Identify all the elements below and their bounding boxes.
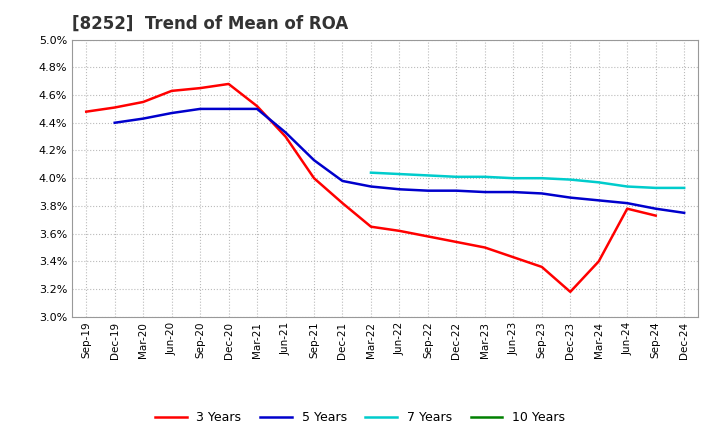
5 Years [566,195,575,200]
5 Years [623,201,631,206]
3 Years [395,228,404,234]
Legend: 3 Years, 5 Years, 7 Years, 10 Years: 3 Years, 5 Years, 7 Years, 10 Years [150,407,570,429]
3 Years [366,224,375,229]
5 Years [680,210,688,216]
7 Years [623,184,631,189]
7 Years [480,174,489,180]
3 Years [82,109,91,114]
3 Years [282,134,290,139]
Line: 3 Years: 3 Years [86,84,656,292]
3 Years [452,239,461,245]
5 Years [167,110,176,116]
3 Years [566,289,575,294]
Line: 7 Years: 7 Years [371,172,684,188]
5 Years [310,158,318,163]
Line: 5 Years: 5 Years [114,109,684,213]
5 Years [338,178,347,183]
5 Years [282,130,290,135]
3 Years [110,105,119,110]
5 Years [537,191,546,196]
5 Years [595,198,603,203]
5 Years [366,184,375,189]
5 Years [509,189,518,194]
5 Years [139,116,148,121]
7 Years [680,185,688,191]
3 Years [225,81,233,87]
5 Years [480,189,489,194]
5 Years [253,106,261,112]
7 Years [652,185,660,191]
3 Years [652,213,660,218]
5 Years [423,188,432,193]
7 Years [366,170,375,175]
3 Years [253,103,261,109]
3 Years [167,88,176,94]
7 Years [566,177,575,182]
7 Years [595,180,603,185]
3 Years [480,245,489,250]
5 Years [395,187,404,192]
3 Years [139,99,148,105]
3 Years [537,264,546,270]
7 Years [509,176,518,181]
3 Years [196,85,204,91]
7 Years [423,173,432,178]
3 Years [595,259,603,264]
5 Years [196,106,204,112]
7 Years [537,176,546,181]
3 Years [423,234,432,239]
7 Years [395,172,404,177]
5 Years [452,188,461,193]
3 Years [338,201,347,206]
3 Years [310,176,318,181]
Text: [8252]  Trend of Mean of ROA: [8252] Trend of Mean of ROA [72,15,348,33]
3 Years [509,255,518,260]
5 Years [225,106,233,112]
7 Years [452,174,461,180]
3 Years [623,206,631,211]
5 Years [652,206,660,211]
5 Years [110,120,119,125]
